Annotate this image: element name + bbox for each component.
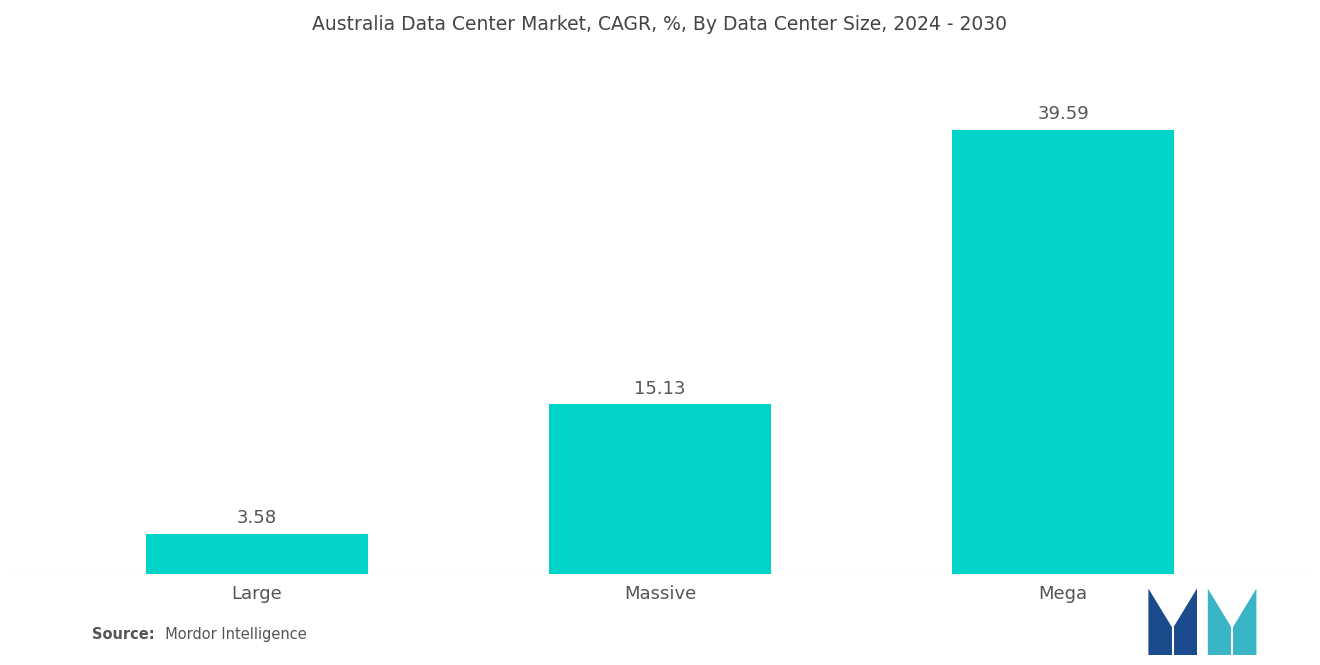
Title: Australia Data Center Market, CAGR, %, By Data Center Size, 2024 - 2030: Australia Data Center Market, CAGR, %, B… — [313, 15, 1007, 34]
Bar — [147, 534, 368, 575]
Text: Mordor Intelligence: Mordor Intelligence — [156, 626, 306, 642]
Text: 3.58: 3.58 — [236, 509, 277, 527]
Bar — [952, 130, 1173, 575]
Text: 15.13: 15.13 — [634, 380, 686, 398]
Text: 39.59: 39.59 — [1038, 105, 1089, 123]
Text: Source:: Source: — [92, 626, 154, 642]
Bar — [549, 404, 771, 575]
